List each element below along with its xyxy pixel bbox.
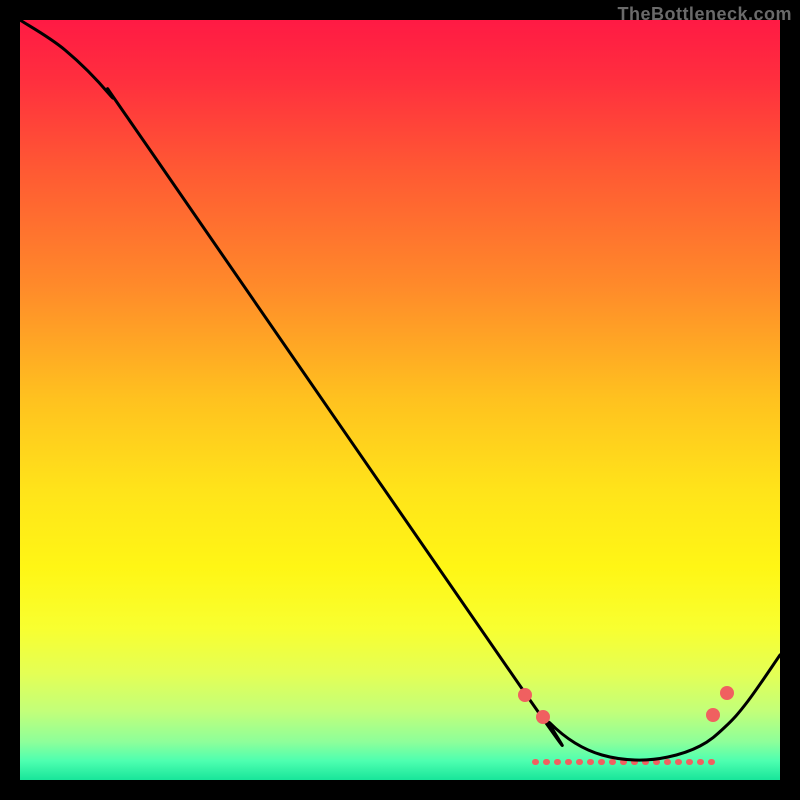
chart-gradient-background — [20, 20, 780, 780]
bottleneck-chart — [20, 20, 780, 780]
